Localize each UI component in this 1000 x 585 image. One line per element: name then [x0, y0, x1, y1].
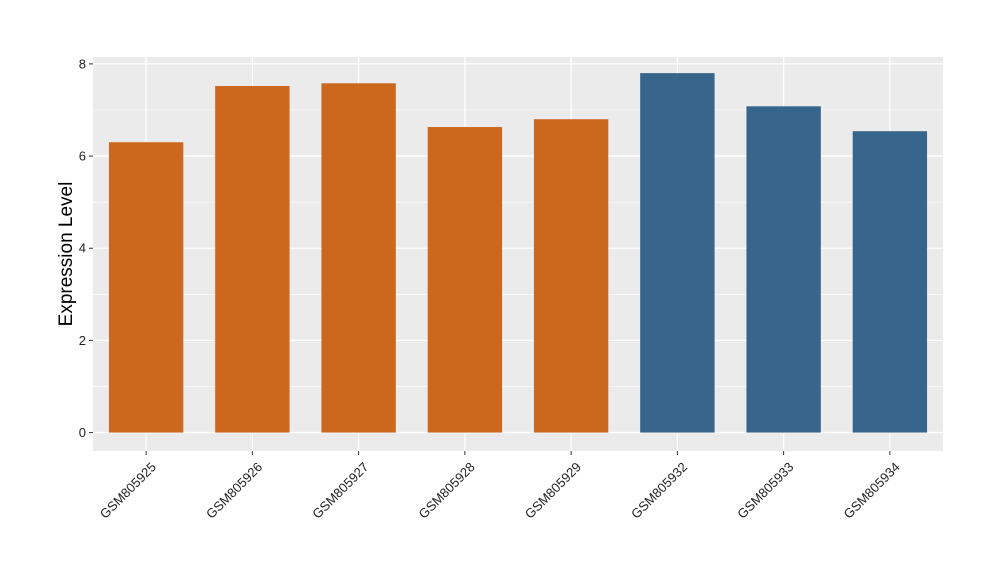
y-tick-label: 6	[79, 149, 86, 164]
y-tick-label: 8	[79, 56, 86, 71]
bar-gsm805925	[108, 142, 184, 433]
y-axis-title: Expression Level	[56, 182, 77, 327]
y-tick-label: 2	[79, 333, 86, 348]
x-tick-label: GSM805932	[628, 459, 690, 521]
x-tick-label: GSM805934	[841, 459, 903, 521]
y-axis: 0 2 4 6 8	[79, 56, 93, 440]
bar-gsm805934	[852, 131, 928, 433]
x-tick-label: GSM805929	[522, 459, 584, 521]
x-tick-label: GSM805926	[203, 459, 265, 521]
x-tick-label: GSM805928	[416, 459, 478, 521]
bar-gsm805928	[427, 127, 503, 433]
x-axis: GSM805925 GSM805926 GSM805927 GSM805928 GSM8…	[97, 451, 903, 522]
x-tick-label: GSM805933	[734, 459, 796, 521]
x-tick-label: GSM805927	[309, 459, 371, 521]
bar-gsm805929	[533, 119, 609, 433]
x-tick-label: GSM805925	[97, 459, 159, 521]
bar-gsm805932	[640, 73, 715, 433]
bar-gsm805926	[215, 86, 290, 433]
bar-gsm805927	[321, 83, 396, 433]
y-tick-label: 4	[79, 241, 86, 256]
y-tick-label: 0	[79, 425, 86, 440]
bars	[108, 73, 928, 433]
bar-gsm805933	[746, 106, 821, 433]
